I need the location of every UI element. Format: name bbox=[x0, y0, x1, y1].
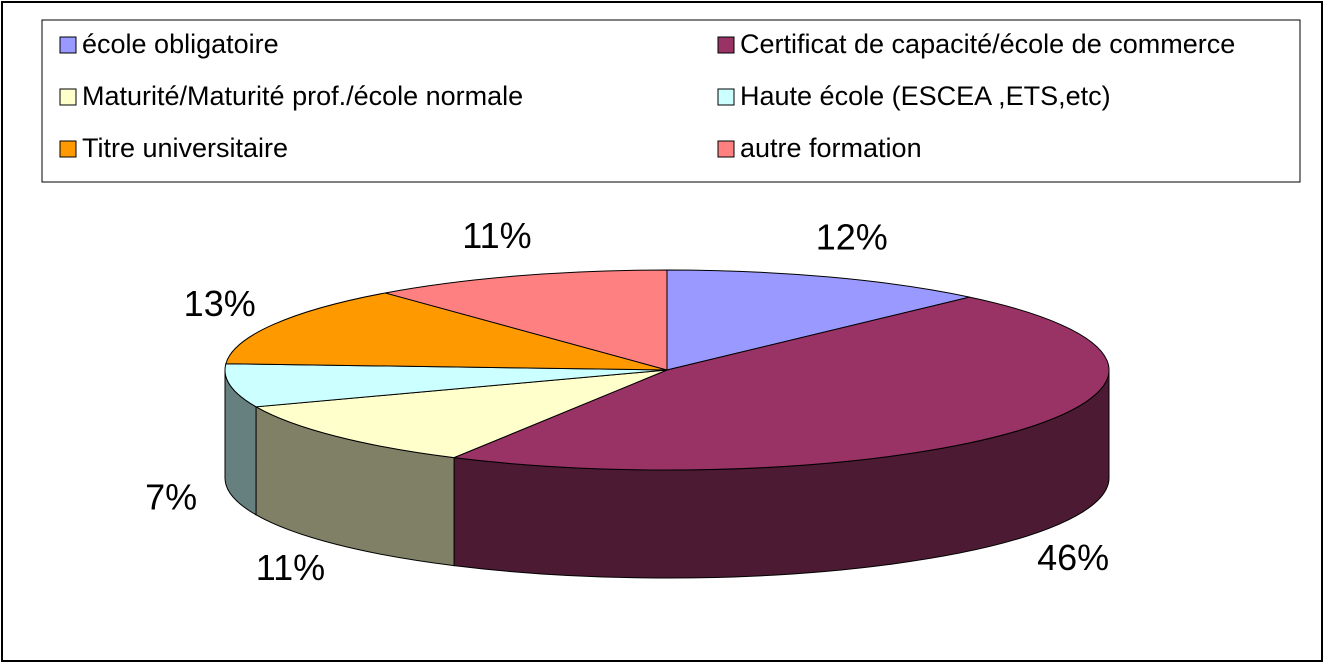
value-label: 11% bbox=[256, 547, 325, 588]
legend-label: autre formation bbox=[740, 133, 922, 163]
legend-swatch bbox=[59, 88, 77, 106]
value-label: 12% bbox=[816, 216, 888, 257]
legend-swatch bbox=[717, 140, 735, 158]
legend-box bbox=[41, 19, 1301, 183]
value-label: 46% bbox=[1037, 537, 1109, 578]
pie-slice bbox=[452, 296, 1110, 471]
value-label: 7% bbox=[145, 476, 197, 517]
legend-label: Certificat de capacité/école de commerce bbox=[740, 29, 1235, 59]
value-label: 11% bbox=[462, 215, 531, 256]
pie-slice bbox=[666, 269, 970, 371]
legend-swatch bbox=[59, 36, 77, 54]
legend-label: Titre universitaire bbox=[82, 133, 288, 163]
legend-swatch bbox=[717, 36, 735, 54]
value-label: 13% bbox=[184, 283, 256, 324]
legend-swatch bbox=[717, 88, 735, 106]
pie-slice bbox=[254, 369, 668, 459]
pie-slice bbox=[225, 292, 668, 371]
legend-label: Haute école (ESCEA ,ETS,etc) bbox=[740, 81, 1111, 111]
legend-label: école obligatoire bbox=[82, 29, 279, 59]
pie-slice bbox=[224, 363, 668, 408]
pie-slice bbox=[385, 269, 668, 371]
legend-label: Maturité/Maturité prof./école normale bbox=[82, 81, 523, 111]
legend-swatch bbox=[59, 140, 77, 158]
